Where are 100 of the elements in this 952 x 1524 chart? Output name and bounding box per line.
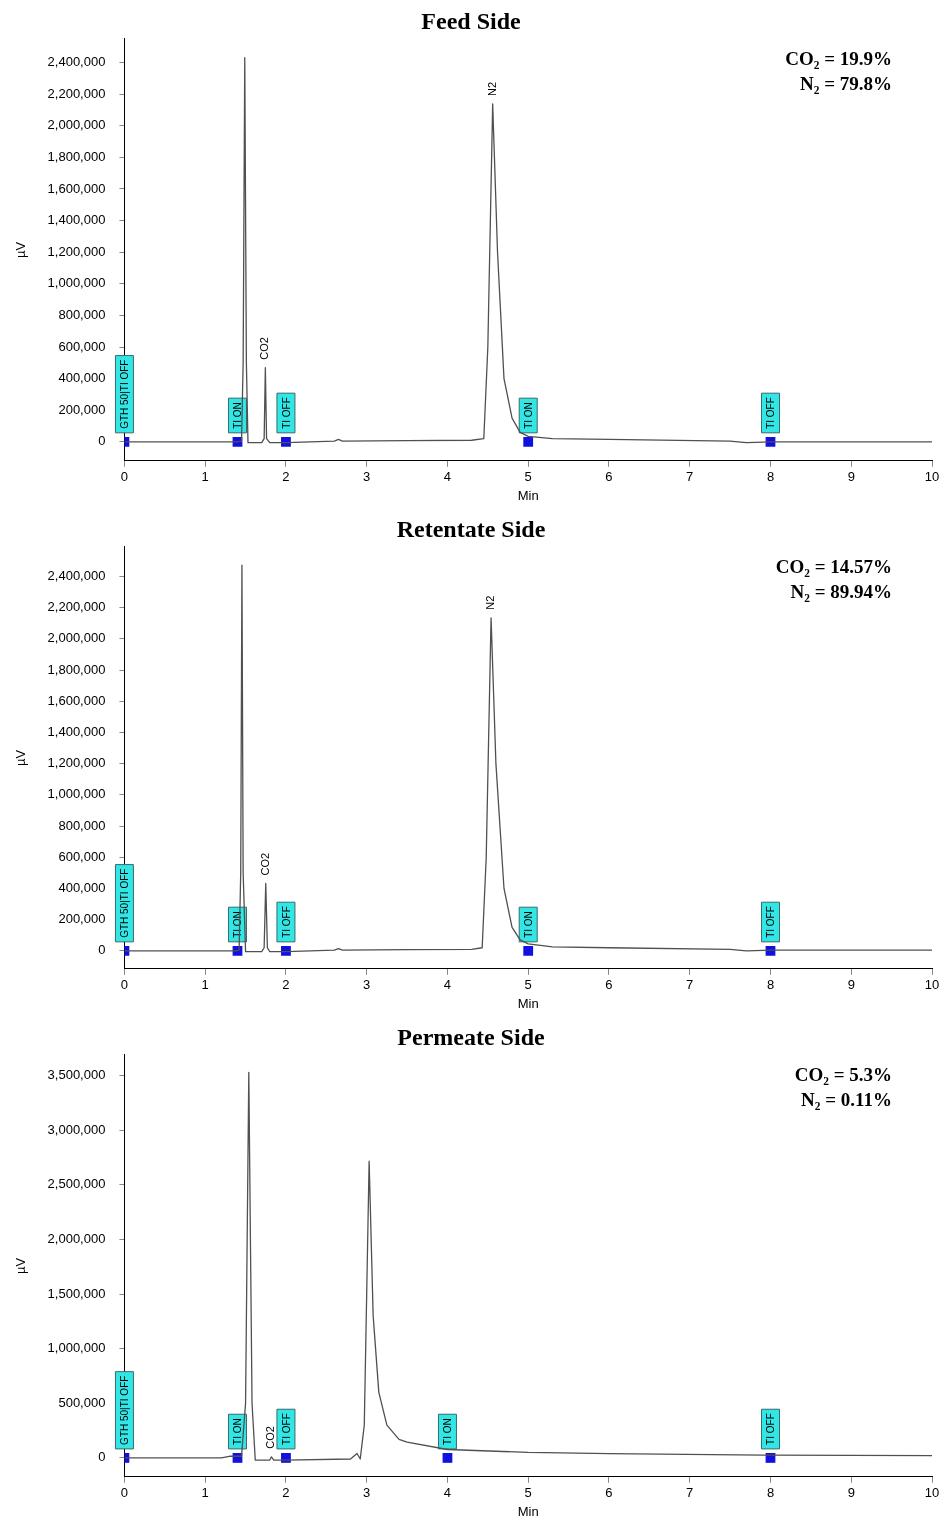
y-tick-label: 2,400,000 xyxy=(47,568,106,584)
y-axis-title: µV xyxy=(13,241,29,258)
y-tick-label: 1,200,000 xyxy=(47,755,106,771)
data-label: TI OFF xyxy=(280,397,292,429)
y-tick-label: 600,000 xyxy=(58,338,106,354)
y-tick-label: 1,500,000 xyxy=(47,1285,106,1301)
y-tick-label: 400,000 xyxy=(58,370,106,386)
x-tick-label: 8 xyxy=(766,1485,775,1501)
chart-title: Feed Side xyxy=(421,7,522,34)
y-tick-label: 2,400,000 xyxy=(47,54,106,70)
x-tick-label: 7 xyxy=(686,1485,694,1501)
annotation: CO2 xyxy=(264,1426,277,1449)
x-tick-label: 9 xyxy=(847,977,855,993)
annotation: CO2 xyxy=(258,852,271,876)
y-tick-label: 1,000,000 xyxy=(47,275,106,291)
y-axis-title: µV xyxy=(13,749,29,766)
x-tick-label: 10 xyxy=(924,469,940,485)
y-tick-label: 600,000 xyxy=(58,848,106,864)
x-tick-label: 0 xyxy=(120,469,129,485)
y-tick-label: 2,500,000 xyxy=(47,1176,106,1192)
y-tick-label: 1,000,000 xyxy=(47,1340,106,1356)
x-tick-label: 1 xyxy=(201,977,209,993)
x-tick-label: 1 xyxy=(201,469,209,485)
data-label: TI OFF xyxy=(280,906,292,938)
x-tick-label: 1 xyxy=(201,1485,209,1501)
x-tick-label: 4 xyxy=(443,1485,452,1501)
x-tick-label: 5 xyxy=(524,1485,532,1501)
y-tick-label: 1,800,000 xyxy=(47,661,106,677)
y-tick-label: 2,000,000 xyxy=(47,630,106,646)
x-axis-title: Min xyxy=(517,995,539,1011)
y-tick-label: 800,000 xyxy=(58,306,106,322)
chart-title: Retentate Side xyxy=(396,515,546,542)
y-tick-label: 2,200,000 xyxy=(47,599,106,615)
y-tick-label: 2,000,000 xyxy=(47,1231,106,1246)
y-tick-label: 0 xyxy=(98,433,106,449)
data-label: GTH 50|TI OFF xyxy=(119,359,131,429)
data-label: TI ON xyxy=(232,1418,244,1445)
y-tick-label: 0 xyxy=(98,942,106,958)
y-axis-title: µV xyxy=(13,1257,29,1274)
data-label: TI ON xyxy=(232,402,244,429)
x-tick-label: 5 xyxy=(524,977,532,993)
annotation: CO₂ = 5.3% xyxy=(794,1064,892,1086)
x-tick-label: 8 xyxy=(766,977,775,993)
annotation: N2 xyxy=(484,595,497,610)
y-tick-label: 500,000 xyxy=(58,1394,106,1410)
x-tick-label: 6 xyxy=(605,977,613,993)
x-tick-label: 5 xyxy=(524,469,532,485)
x-axis-title: Min xyxy=(517,487,539,503)
annotation: N₂ = 79.8% xyxy=(800,73,892,95)
data-label: TI OFF xyxy=(765,906,777,938)
data-label: TI OFF xyxy=(765,397,777,429)
x-tick-label: 10 xyxy=(924,977,940,993)
x-tick-label: 4 xyxy=(443,469,452,485)
y-tick-label: 0 xyxy=(98,1449,106,1465)
annotation: N₂ = 89.94% xyxy=(790,581,892,603)
x-tick-label: 3 xyxy=(363,469,371,485)
y-tick-label: 1,600,000 xyxy=(47,692,106,708)
annotation: N₂ = 0.11% xyxy=(801,1089,892,1111)
y-tick-label: 2,000,000 xyxy=(47,117,106,133)
y-tick-label: 1,800,000 xyxy=(47,148,106,164)
data-label: GTH 50|TI OFF xyxy=(119,1375,131,1445)
y-tick-label: 1,200,000 xyxy=(47,243,106,259)
y-tick-label: 2,200,000 xyxy=(47,85,106,101)
x-tick-label: 7 xyxy=(686,469,694,485)
x-tick-label: 9 xyxy=(847,1485,855,1501)
x-tick-label: 10 xyxy=(924,1485,940,1501)
y-tick-label: 200,000 xyxy=(58,401,106,417)
annotation: CO2 xyxy=(258,337,271,360)
y-tick-label: 1,000,000 xyxy=(47,786,106,802)
data-label: TI ON xyxy=(522,911,534,938)
x-tick-label: 2 xyxy=(282,977,290,993)
x-tick-label: 9 xyxy=(847,469,855,485)
x-tick-label: 4 xyxy=(443,977,452,993)
y-tick-label: 1,400,000 xyxy=(47,724,106,740)
annotation: CO₂ = 14.57% xyxy=(775,556,892,578)
annotation: N2 xyxy=(485,81,498,96)
x-tick-label: 3 xyxy=(363,977,371,993)
x-tick-label: 2 xyxy=(282,469,290,485)
chart-title: Permeate Side xyxy=(397,1023,545,1050)
data-label: TI OFF xyxy=(280,1413,292,1445)
data-label: TI ON xyxy=(522,402,534,429)
x-tick-label: 3 xyxy=(363,1485,371,1501)
annotation: CO₂ = 19.9% xyxy=(785,48,892,70)
x-tick-label: 8 xyxy=(766,469,775,485)
data-label: TI OFF xyxy=(765,1413,777,1445)
y-tick-label: 1,400,000 xyxy=(47,212,106,228)
y-tick-label: 1,600,000 xyxy=(47,180,106,196)
data-label: GTH 50|TI OFF xyxy=(119,868,131,938)
y-tick-label: 200,000 xyxy=(58,911,106,927)
x-tick-label: 0 xyxy=(120,977,129,993)
x-tick-label: 2 xyxy=(282,1485,290,1501)
y-tick-label: 800,000 xyxy=(58,817,106,833)
x-tick-label: 6 xyxy=(605,1485,613,1501)
x-tick-label: 7 xyxy=(686,977,694,993)
y-tick-label: 3,500,000 xyxy=(47,1067,106,1083)
data-label: TI ON xyxy=(442,1418,454,1445)
x-tick-label: 0 xyxy=(120,1485,129,1501)
y-tick-label: 3,000,000 xyxy=(47,1121,106,1137)
x-tick-label: 6 xyxy=(605,469,613,485)
y-tick-label: 400,000 xyxy=(58,880,106,896)
